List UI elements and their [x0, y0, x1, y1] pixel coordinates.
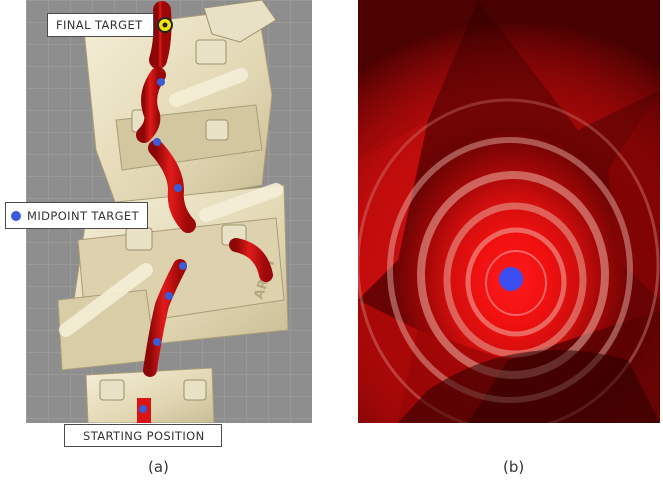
simulation-view: ARCH	[26, 0, 312, 423]
depth-shading	[358, 0, 660, 423]
waypoint-marker	[153, 138, 161, 146]
phantom-scene: ARCH	[57, 0, 289, 423]
waypoint-marker	[157, 78, 165, 86]
starting-position-text: STARTING POSITION	[83, 428, 205, 443]
vessel-lumen	[358, 0, 660, 423]
panel-b-caption: (b)	[503, 458, 525, 476]
frame-struts	[59, 68, 283, 337]
lumen-shadow	[398, 350, 660, 423]
waypoint-marker	[174, 184, 182, 192]
final-target-text: FINAL TARGET	[56, 18, 143, 32]
endoscope-view	[358, 0, 660, 423]
midpoint-target-label: MIDPOINT TARGET	[5, 202, 149, 229]
final-target-marker	[157, 17, 173, 33]
waypoint-marker	[165, 292, 173, 300]
midpoint-legend-dot	[11, 210, 21, 221]
waypoint-markers	[139, 78, 187, 413]
target-dot	[499, 267, 523, 291]
starting-position-label: STARTING POSITION	[64, 424, 222, 447]
midpoint-target-text: MIDPOINT TARGET	[27, 208, 140, 223]
waypoint-marker	[179, 262, 187, 270]
start-marker	[139, 405, 147, 413]
panel-a-caption: (a)	[148, 458, 169, 476]
final-target-label: FINAL TARGET	[47, 13, 154, 37]
waypoint-marker	[153, 338, 161, 346]
